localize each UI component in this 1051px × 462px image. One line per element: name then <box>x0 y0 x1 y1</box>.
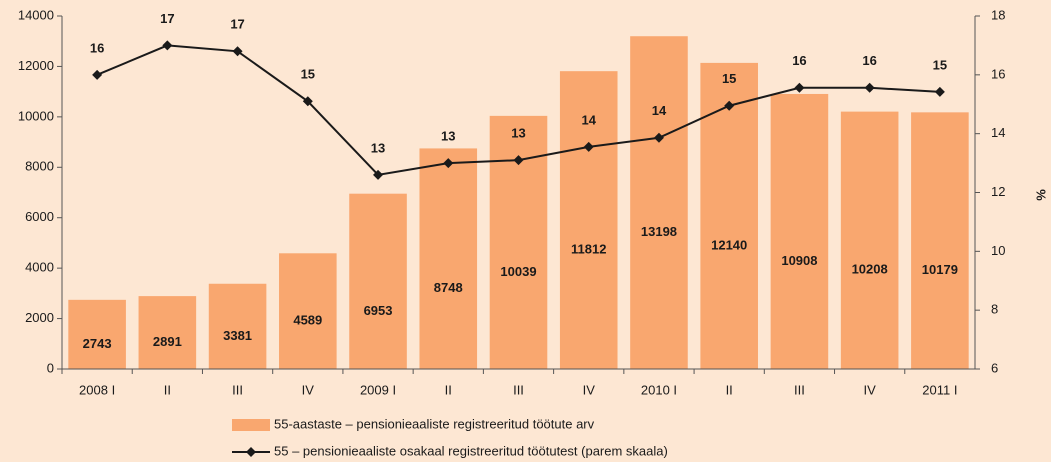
line-marker <box>934 86 945 97</box>
bar <box>68 299 126 369</box>
y2-tick-label: 18 <box>991 7 1005 22</box>
legend-label: 55-aastaste – pensionieaaliste registree… <box>274 416 595 431</box>
y-tick-label: 4000 <box>25 260 54 275</box>
x-tick-label: 2009 I <box>360 382 396 397</box>
line-marker <box>232 46 243 57</box>
x-tick-label: II <box>164 382 171 397</box>
bar <box>840 111 899 369</box>
bar <box>279 253 337 369</box>
line-value-label: 16 <box>90 40 104 55</box>
line-marker <box>302 96 313 107</box>
bar <box>489 115 548 370</box>
bar <box>559 71 618 369</box>
y2-axis-label: % <box>1033 189 1048 201</box>
line-marker <box>443 158 454 169</box>
line-value-label: 14 <box>652 103 667 118</box>
x-tick-label: 2010 I <box>641 382 677 397</box>
y2-tick-label: 10 <box>991 243 1005 258</box>
bar <box>208 283 267 369</box>
legend-swatch <box>232 419 270 431</box>
x-tick-label: IV <box>302 382 315 397</box>
line-marker <box>92 69 103 80</box>
y2-tick-label: 16 <box>991 66 1005 81</box>
bar-value-label: 12140 <box>711 237 747 252</box>
x-tick-label: 2008 I <box>79 382 115 397</box>
y2-tick-label: 12 <box>991 184 1005 199</box>
bar-value-label: 2743 <box>83 336 112 351</box>
y-tick-label: 0 <box>47 360 54 375</box>
line-value-label: 14 <box>581 112 596 127</box>
bar-value-label: 6953 <box>364 303 393 318</box>
bar-value-label: 11812 <box>571 242 606 257</box>
line-value-label: 13 <box>371 140 385 155</box>
line-value-label: 16 <box>862 53 876 68</box>
line-value-label: 16 <box>792 53 806 68</box>
y-tick-label: 2000 <box>25 310 54 325</box>
y2-tick-label: 6 <box>991 360 998 375</box>
line-marker <box>794 82 805 93</box>
line-marker <box>162 40 173 51</box>
line-marker <box>864 82 875 93</box>
y-tick-label: 6000 <box>25 209 54 224</box>
x-tick-label: III <box>513 382 524 397</box>
line-marker <box>583 141 594 152</box>
line-value-label: 13 <box>511 126 525 141</box>
bar <box>349 193 407 369</box>
bar <box>419 148 478 369</box>
line-marker <box>653 132 664 143</box>
bar <box>138 296 197 369</box>
line-marker <box>513 155 524 166</box>
line-marker <box>724 100 735 111</box>
bar-value-label: 10208 <box>852 262 888 277</box>
x-tick-label: 2011 I <box>922 382 957 397</box>
bar-value-label: 13198 <box>641 224 677 239</box>
line-value-label: 17 <box>230 17 244 32</box>
line-value-label: 15 <box>722 71 736 86</box>
bar <box>630 36 688 369</box>
x-tick-label: III <box>232 382 243 397</box>
bar <box>911 112 969 370</box>
line-value-label: 13 <box>441 129 455 144</box>
legend-marker <box>246 447 256 457</box>
bar-value-label: 8748 <box>434 280 463 295</box>
bar <box>770 93 829 369</box>
bar-value-label: 4589 <box>293 313 322 328</box>
y2-tick-label: 8 <box>991 302 998 317</box>
line-value-label: 17 <box>160 11 174 26</box>
bar-value-label: 10908 <box>781 253 817 268</box>
x-tick-label: III <box>794 382 805 397</box>
line-marker <box>373 169 384 180</box>
y-tick-label: 12000 <box>18 58 54 73</box>
bar-value-label: 2891 <box>153 334 182 349</box>
x-tick-label: IV <box>583 382 596 397</box>
bar-value-label: 10039 <box>500 264 536 279</box>
y2-tick-label: 14 <box>991 125 1005 140</box>
bar-value-label: 3381 <box>223 328 252 343</box>
legend-label: 55 – pensionieaaliste osakaal registreer… <box>274 443 668 458</box>
y-tick-label: 10000 <box>18 108 54 123</box>
y-tick-label: 14000 <box>18 7 54 22</box>
x-tick-label: IV <box>864 382 877 397</box>
y-tick-label: 8000 <box>25 159 54 174</box>
line-value-label: 15 <box>301 67 315 82</box>
x-tick-label: II <box>445 382 452 397</box>
line-value-label: 15 <box>933 57 947 72</box>
x-tick-label: II <box>726 382 733 397</box>
bar-value-label: 10179 <box>922 262 958 277</box>
